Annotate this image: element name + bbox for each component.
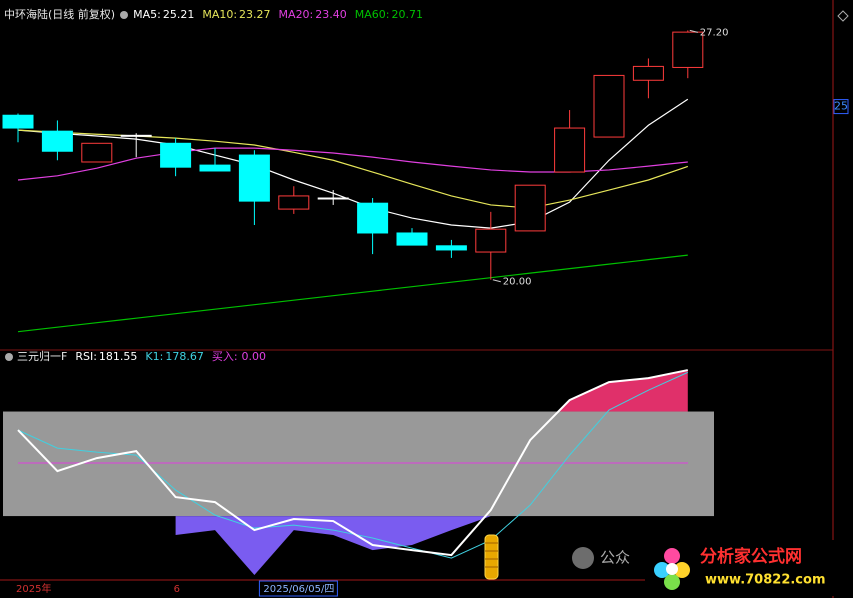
candle-body <box>396 232 428 246</box>
buy-signal-icon <box>484 534 499 580</box>
indicator-line <box>17 369 689 557</box>
logo-flower <box>654 548 690 590</box>
candle-body <box>357 202 389 234</box>
legend-text: MA10: <box>202 8 237 21</box>
annotation-label: 27.20 <box>700 27 729 38</box>
x-tick-label: 2025年 <box>16 582 51 595</box>
band <box>3 411 714 517</box>
legend-text: MA5: <box>133 8 161 21</box>
legend-text: 中环海陆(日线 前复权) <box>4 7 115 21</box>
settings-icon[interactable] <box>837 10 849 22</box>
legend-text: MA60: <box>355 8 390 21</box>
candle-body <box>514 184 546 232</box>
annotation-leader <box>689 29 698 33</box>
legend-text: 23.40 <box>315 8 347 21</box>
legend-text: RSI: <box>75 350 97 363</box>
candle-body <box>81 142 113 163</box>
candle-body <box>120 134 152 137</box>
y-tick-label: 25 <box>834 100 848 113</box>
legend-icon <box>120 11 128 19</box>
legend-text: 买入: <box>212 350 238 363</box>
legend-text: 20.71 <box>391 8 423 21</box>
y-tick-box <box>833 99 849 115</box>
candle-body <box>2 114 34 129</box>
legend-text: 0.00 <box>242 350 267 363</box>
wechat-text: 公众 <box>600 549 630 567</box>
candle-body <box>317 197 349 200</box>
candle-body <box>278 195 310 210</box>
annotation-label: 20.00 <box>503 277 532 288</box>
legend-text: 181.55 <box>99 350 138 363</box>
wechat-icon <box>572 547 594 569</box>
logo-url: www.70822.com <box>705 573 826 588</box>
logo-title: 分析家公式网 <box>700 546 802 567</box>
date-highlight <box>258 580 338 597</box>
x-tick-label: 2025/06/05/四 <box>263 584 334 595</box>
legend-text: 178.67 <box>165 350 204 363</box>
candle-body <box>475 228 507 253</box>
candle-body <box>160 142 192 168</box>
candle-body <box>199 164 231 172</box>
candle-body <box>554 127 586 173</box>
candle-body <box>435 245 467 251</box>
legend-text: 23.27 <box>239 8 271 21</box>
candle-body <box>238 154 270 202</box>
legend-text: K1: <box>145 350 163 363</box>
candle-body <box>41 130 73 152</box>
annotation-leader <box>492 279 501 283</box>
legend-text: 三元归一F <box>17 349 67 363</box>
legend-icon <box>5 353 13 361</box>
x-tick-label: 6 <box>174 584 180 595</box>
candle-body <box>593 74 625 138</box>
ma-line <box>17 98 689 229</box>
upper-fill <box>558 370 688 412</box>
candle-body <box>632 65 664 81</box>
legend-text: MA20: <box>279 8 314 21</box>
legend-text: 25.21 <box>163 8 195 21</box>
ma-line <box>17 254 688 333</box>
candle-body <box>672 31 704 68</box>
